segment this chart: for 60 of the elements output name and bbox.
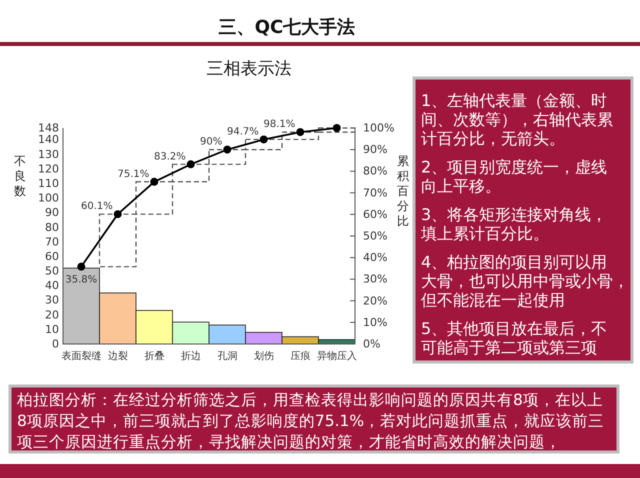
- y-tick-label: 130: [38, 148, 59, 161]
- data-label: 60.1%: [80, 201, 113, 212]
- y-tick-label: 100: [38, 192, 59, 205]
- y2-tick-label: 30%: [363, 272, 388, 286]
- text: 1、左轴代表量（金额、时间、次数等），右轴代表累计百分比，无箭头。: [421, 91, 613, 148]
- y2-tick-label: 80%: [363, 164, 388, 178]
- point: [186, 160, 195, 168]
- point: [77, 262, 86, 271]
- y-tick-label: 120: [38, 162, 59, 176]
- point: [260, 135, 268, 144]
- x-tick-label: 表面裂缝: [61, 350, 102, 362]
- x-tick-label: 孔洞: [217, 350, 238, 362]
- y-tick-label: 140: [38, 133, 59, 146]
- y2-tick-label: 60%: [363, 208, 388, 221]
- chart-title: 三、QC七大手法: [218, 17, 356, 38]
- y-tick-label: 50: [45, 264, 59, 278]
- y-tick-label: 0: [52, 338, 59, 351]
- data-label: 75.1%: [117, 168, 150, 180]
- y-tick-label: 10: [45, 322, 59, 336]
- data-label: 35.8%: [65, 274, 98, 286]
- y2-tick-label: 100%: [363, 122, 394, 135]
- y-tick-label: 80: [45, 220, 59, 234]
- point: [296, 128, 304, 136]
- y-tick-label: 148: [38, 122, 59, 135]
- y2-tick-label: 10%: [363, 316, 388, 329]
- y-tick-label: 110: [38, 176, 59, 190]
- text: 柏拉图分析：在经过分析筛选之后，用查检表得出影响问题的原因共有8项，在以上8项原因之中，前三项就占到了总影响度的75.1%，若对此问题抓重点，就应该前三项三个原因进行重点分析，寻找解决问题的对策，才能省时高效的解决问题，: [16, 391, 604, 451]
- x-tick-label: 折叠: [144, 350, 164, 362]
- y2-tick-label: 40%: [363, 251, 388, 264]
- data-label: 94.7%: [226, 126, 259, 138]
- y-tick-label: 20: [45, 308, 59, 322]
- point: [150, 178, 158, 186]
- point: [223, 146, 232, 154]
- x-tick-label: 压痕: [290, 350, 310, 362]
- text: 2、项目别宽度统一，虚线向上平移。: [421, 158, 608, 196]
- point: [332, 124, 341, 132]
- y2-tick-label: 50%: [363, 230, 388, 243]
- data-label: 98.1%: [263, 119, 296, 130]
- y-tick-label: 60: [45, 250, 59, 263]
- y2-tick-label: 90%: [363, 143, 388, 156]
- y-tick-label: 30: [45, 294, 59, 307]
- y2-tick-label: 70%: [363, 186, 388, 200]
- text: 4、柏拉图的项目别可以用大骨，也可以用中骨或小骨，但不能混在一起使用: [421, 252, 629, 310]
- y-tick-label: 90: [45, 206, 59, 220]
- x-tick-label: 划伤: [254, 350, 274, 362]
- y-axis-title: 不良数: [14, 154, 26, 198]
- data-label: 90%: [200, 136, 222, 148]
- x-tick-label: 边裂: [108, 350, 128, 362]
- text: 3、将各矩形连接对角线，填上累计百分比。: [420, 205, 608, 243]
- point: [114, 210, 122, 218]
- data-label: 83.2%: [154, 151, 186, 162]
- y2-tick-label: 20%: [363, 294, 388, 308]
- y-tick-label: 40: [45, 279, 59, 292]
- text: 5、其他项目放在最后，不可能高于第二项或第三项: [421, 319, 608, 357]
- y2-tick-label: 0%: [363, 338, 380, 351]
- x-tick-label: 异物压入: [316, 350, 357, 362]
- y2-axis-title: 累积百分比: [397, 154, 409, 228]
- x-tick-label: 折边: [180, 350, 201, 362]
- chart-subtitle: 三相表示法: [206, 59, 292, 79]
- y-tick-label: 70: [45, 235, 59, 248]
